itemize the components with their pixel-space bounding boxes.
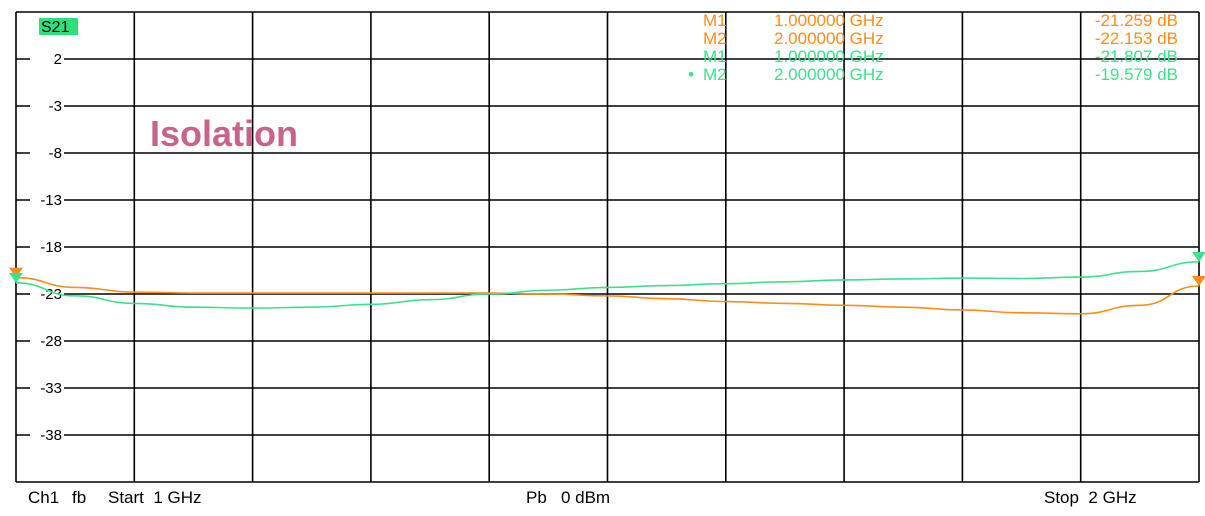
y-tick-background <box>30 98 64 114</box>
marker-triangle <box>9 267 23 278</box>
traces <box>15 261 1200 315</box>
marker-value: -19.579 dB <box>1095 65 1178 84</box>
source-power: Pb 0 dBm <box>526 488 611 507</box>
s21-label: S21 <box>39 18 78 36</box>
marker-name: M2 <box>703 65 727 84</box>
stop-frequency: Stop 2 GHz <box>1044 488 1137 507</box>
y-tick-background <box>30 192 64 208</box>
y-tick-label: -18 <box>40 239 62 256</box>
mode-label: fb <box>72 488 87 507</box>
y-tick-label: -8 <box>49 145 62 162</box>
trace-line <box>15 276 1200 315</box>
y-tick-label: -13 <box>40 192 62 209</box>
marker-frequency: 1.000000 GHz <box>774 11 884 30</box>
marker-value: -21.807 dB <box>1095 47 1178 66</box>
y-tick-label: -3 <box>49 98 62 115</box>
channel-label: Ch1 <box>28 488 60 507</box>
isolation-annotation: Isolation <box>150 113 298 154</box>
y-tick-background <box>30 380 64 396</box>
y-tick-label: -38 <box>40 427 62 444</box>
active-marker-indicator: • <box>688 65 694 84</box>
y-tick-labels: 2-3-8-13-18-23-28-33-38 <box>30 51 64 444</box>
y-tick-background <box>30 51 64 67</box>
marker-readout-table: M1 1.000000 GHz -21.259 dB M2 2.000000 GHz -2… <box>688 11 1178 84</box>
marker-triangle <box>1192 251 1205 262</box>
marker-value: -21.259 dB <box>1095 11 1178 30</box>
grid <box>15 11 1200 483</box>
s21-chart: 2-3-8-13-18-23-28-33-38 S21 Isolation M1… <box>9 11 1205 483</box>
marker-frequency: 1.000000 GHz <box>774 47 884 66</box>
y-tick-label: -28 <box>40 333 62 350</box>
marker-triangle <box>1192 276 1205 287</box>
trace-line <box>15 261 1200 309</box>
y-tick-background <box>30 145 64 161</box>
start-frequency: Start 1 GHz <box>108 488 202 507</box>
y-tick-background <box>30 427 64 443</box>
marker-frequency: 2.000000 GHz <box>774 65 884 84</box>
y-tick-label: 2 <box>54 51 62 68</box>
y-tick-background <box>30 239 64 255</box>
y-tick-background <box>30 286 64 302</box>
marker-name: M1 <box>703 11 727 30</box>
marker-frequency: 2.000000 GHz <box>774 29 884 48</box>
marker-triangle <box>9 272 23 283</box>
y-tick-background <box>30 333 64 349</box>
trace-markers <box>9 251 1205 287</box>
marker-name: M1 <box>703 47 727 66</box>
marker-value: -22.153 dB <box>1095 29 1178 48</box>
s21-label-background <box>39 18 78 35</box>
marker-name: M2 <box>703 29 727 48</box>
y-tick-label: -33 <box>40 380 62 397</box>
s21-label-text: S21 <box>41 19 70 36</box>
